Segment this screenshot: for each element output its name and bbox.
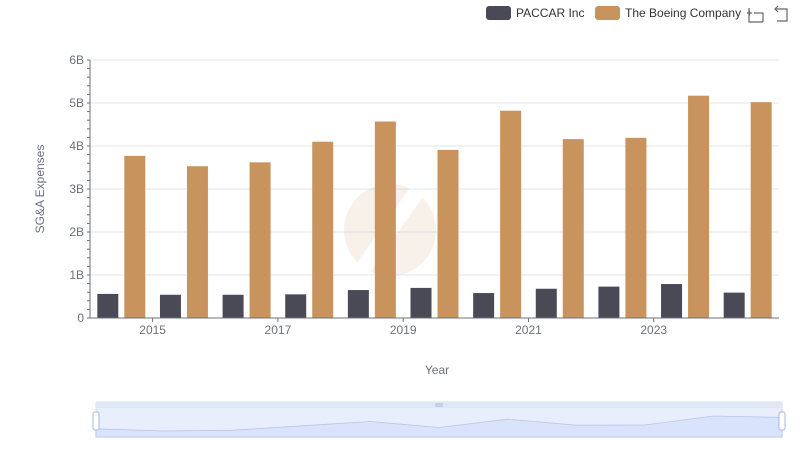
y-tick-label: 3B	[69, 182, 84, 196]
y-tick-label: 5B	[69, 96, 84, 110]
bar-boeing-2022	[625, 137, 647, 318]
bar-paccar-2019	[410, 287, 432, 318]
slider-center-grip[interactable]	[435, 403, 443, 407]
y-tick-label: 2B	[69, 225, 84, 239]
slider-left-handle[interactable]	[92, 411, 100, 431]
bar-boeing-2019	[437, 149, 459, 318]
bar-boeing-2018	[374, 121, 396, 319]
y-tick-label: 6B	[69, 53, 84, 67]
x-tick-label: 2019	[390, 323, 417, 337]
bar-boeing-2020	[500, 110, 522, 319]
x-tick-label: 2017	[265, 323, 292, 337]
legend-swatch-boeing	[595, 6, 620, 20]
bar-boeing-2021	[562, 139, 584, 318]
legend: PACCAR Inc The Boeing Company	[486, 6, 741, 20]
axes	[87, 59, 779, 322]
bar-boeing-2015	[186, 166, 208, 318]
slider-preview-area	[95, 415, 783, 438]
y-axis-title: SG&A Expenses	[33, 145, 47, 234]
x-axis-title: Year	[425, 363, 449, 377]
bar-paccar-2020	[473, 293, 495, 318]
slider-selected-range	[96, 408, 782, 437]
bar-paccar-2017	[285, 294, 307, 318]
legend-label-paccar: PACCAR Inc	[516, 6, 584, 20]
x-tick-label: 2021	[515, 323, 542, 337]
bar-boeing-2023	[688, 95, 710, 318]
bars	[97, 95, 772, 319]
x-tick-label: 2023	[640, 323, 667, 337]
bar-paccar-2023	[661, 284, 683, 318]
bar-paccar-2018	[347, 290, 369, 318]
bar-paccar-2014	[97, 293, 119, 318]
legend-item-boeing[interactable]: The Boeing Company	[595, 6, 741, 20]
restore-icon[interactable]	[774, 5, 788, 22]
zoom-icon[interactable]	[747, 8, 764, 23]
y-tick-label: 4B	[69, 139, 84, 153]
bar-paccar-2015	[159, 294, 181, 318]
tick-labels: 0 1B 2B 3B 4B 5B 6B 2015 2017 2019 2021 2023	[69, 53, 667, 337]
y-tick-label: 0	[77, 311, 84, 325]
legend-swatch-paccar	[486, 6, 511, 20]
x-tick-label: 2015	[139, 323, 166, 337]
bar-paccar-2022	[598, 286, 620, 318]
legend-item-paccar[interactable]: PACCAR Inc	[486, 6, 584, 20]
bar-boeing-2016	[249, 162, 271, 318]
bar-boeing-2014	[124, 155, 146, 318]
bar-paccar-2021	[535, 288, 557, 318]
bar-paccar-2024	[723, 292, 745, 318]
bar-paccar-2016	[222, 294, 244, 318]
legend-label-boeing: The Boeing Company	[625, 6, 741, 20]
bar-boeing-2017	[312, 141, 334, 318]
y-tick-label: 1B	[69, 268, 84, 282]
datazoom-slider[interactable]	[92, 401, 786, 438]
bar-boeing-2024	[750, 102, 772, 318]
slider-right-handle[interactable]	[778, 411, 786, 431]
